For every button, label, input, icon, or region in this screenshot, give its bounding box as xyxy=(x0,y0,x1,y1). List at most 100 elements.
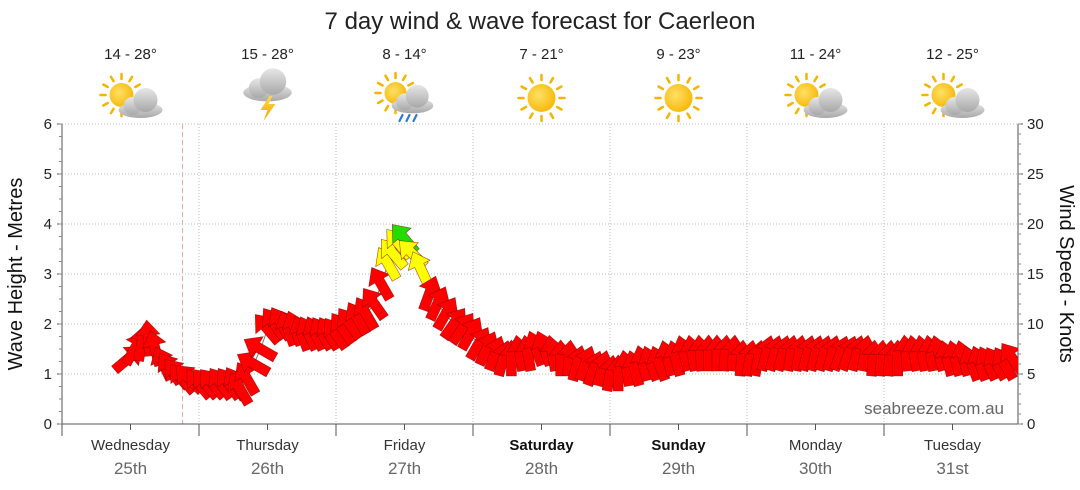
cloud-shape xyxy=(243,68,292,102)
right-tick-label: 0 xyxy=(1027,416,1035,433)
sun-shape xyxy=(517,73,566,123)
sun-ray xyxy=(109,75,115,83)
sun-ray xyxy=(931,75,937,83)
sun-ray xyxy=(109,107,115,115)
thunderstorm-icon xyxy=(243,68,292,121)
sun-ray xyxy=(924,101,931,107)
cloud-shape xyxy=(118,88,163,118)
sun-ray xyxy=(665,76,671,84)
day-name-label: Saturday xyxy=(509,437,574,454)
rain-drop xyxy=(405,113,411,123)
cloud-shape xyxy=(940,88,985,118)
left-tick-label: 4 xyxy=(44,216,52,233)
partly-cloudy-sun-icon xyxy=(784,72,848,118)
left-tick-label: 3 xyxy=(44,266,52,283)
sun-ray xyxy=(787,83,794,89)
sun-ray xyxy=(787,101,794,107)
sun-disc xyxy=(664,84,693,112)
day-temperature: 11 - 24° xyxy=(790,46,842,63)
sun-ray xyxy=(794,107,800,115)
wind-arrow xyxy=(236,351,272,378)
sun-icon xyxy=(517,73,566,123)
day-name-label: Friday xyxy=(384,437,426,454)
day-headers: 14 - 28° 15 - 28° 8 - 14° 7 - 21° 9 - 23° 11 … xyxy=(99,46,985,123)
sun-ray xyxy=(665,112,671,120)
sun-ray xyxy=(819,83,826,89)
sun-icon xyxy=(654,73,703,123)
sun-ray xyxy=(384,74,390,82)
wind-arrow xyxy=(1000,343,1018,377)
sun-ray xyxy=(794,75,800,83)
site-watermark: seabreeze.com.au xyxy=(864,399,1004,418)
left-tick-label: 6 xyxy=(44,116,52,133)
day-date-label: 30th xyxy=(799,459,832,478)
day-name-label: Thursday xyxy=(236,437,299,454)
wind-arrow xyxy=(432,297,459,332)
day-name-label: Monday xyxy=(789,437,843,454)
sun-ray xyxy=(102,101,109,107)
day-name-label: Wednesday xyxy=(91,437,170,454)
sun-ray xyxy=(407,81,415,87)
sun-ray xyxy=(924,83,931,89)
lightning-bolt xyxy=(260,96,276,121)
sun-ray xyxy=(376,99,384,105)
cloud-puff xyxy=(259,68,287,95)
sun-ray xyxy=(813,75,819,83)
cloud-puff xyxy=(955,88,980,112)
left-tick-label: 1 xyxy=(44,366,52,383)
left-axis: 0 1 2 3 4 5 6 xyxy=(44,116,63,433)
cloud-puff xyxy=(133,88,158,112)
sun-ray xyxy=(657,105,665,111)
cloud-puff xyxy=(818,88,843,112)
sun-ray xyxy=(692,105,700,111)
right-tick-label: 5 xyxy=(1027,366,1035,383)
right-axis: 0 5 10 15 20 25 30 xyxy=(1017,116,1044,433)
sun-ray xyxy=(549,76,555,84)
cloud-shape xyxy=(803,88,848,118)
right-tick-label: 30 xyxy=(1027,116,1044,133)
sun-ray xyxy=(950,75,956,83)
sun-ray xyxy=(555,105,563,111)
sun-ray xyxy=(384,104,390,112)
wind-arrow-series xyxy=(111,224,1018,407)
sun-ray xyxy=(657,85,665,91)
sun-ray xyxy=(549,112,555,120)
sun-shape xyxy=(654,73,703,123)
rain-drop xyxy=(398,113,404,123)
day-date-label: 31st xyxy=(936,459,968,478)
left-tick-label: 0 xyxy=(44,416,52,433)
day-temperature: 15 - 28° xyxy=(241,46,294,63)
cloud-puff xyxy=(405,84,429,108)
wind-arrow xyxy=(243,336,279,363)
sun-ray xyxy=(528,76,534,84)
sun-ray xyxy=(520,85,528,91)
sun-disc xyxy=(527,84,556,112)
day-temperature: 7 - 21° xyxy=(519,46,563,63)
day-temperature: 12 - 25° xyxy=(926,46,979,63)
wind-arrow xyxy=(368,267,395,302)
day-temperature: 9 - 23° xyxy=(656,46,700,63)
partly-cloudy-sun-icon xyxy=(921,72,985,118)
day-temperature: 8 - 14° xyxy=(382,46,426,63)
y-axis-left-label: Wave Height - Metres xyxy=(5,178,27,371)
day-date-label: 25th xyxy=(114,459,147,478)
left-tick-label: 5 xyxy=(44,166,52,183)
sun-ray xyxy=(956,83,963,89)
right-tick-label: 20 xyxy=(1027,216,1044,233)
wind-arrow xyxy=(418,275,443,313)
partly-cloudy-sun-icon xyxy=(99,72,163,118)
day-temperature: 14 - 28° xyxy=(104,46,157,63)
day-date-label: 28th xyxy=(525,459,558,478)
sun-ray xyxy=(376,81,384,87)
day-date-label: 26th xyxy=(251,459,284,478)
sun-ray xyxy=(686,112,692,120)
left-tick-label: 2 xyxy=(44,316,52,333)
day-date-label: 27th xyxy=(388,459,421,478)
sun-ray xyxy=(128,75,134,83)
sun-ray xyxy=(134,83,141,89)
chart-title: 7 day wind & wave forecast for Caerleon xyxy=(325,8,756,35)
sun-ray xyxy=(692,85,700,91)
sun-ray xyxy=(686,76,692,84)
rain-drop xyxy=(412,113,418,123)
